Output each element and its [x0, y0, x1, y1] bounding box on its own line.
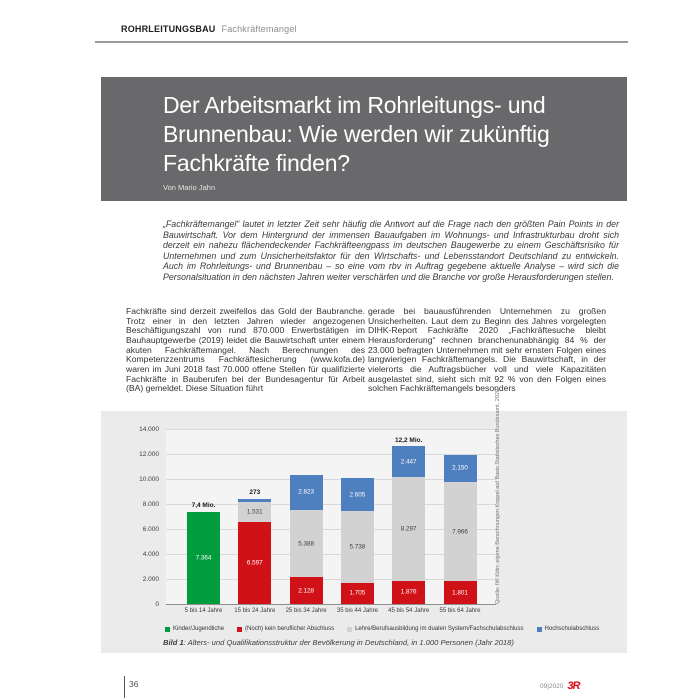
bar-segment-value: 5.738: [349, 543, 366, 551]
bar-top-label: 7,4 Mio.: [191, 502, 216, 510]
legend-label: Kinder/Jugendliche: [173, 626, 225, 632]
chart-gridline: [166, 479, 496, 480]
legend-label: (Noch) kein beruflicher Abschluss: [245, 626, 335, 632]
body-column-right: gerade bei bauausführenden Unternehmen z…: [368, 306, 606, 394]
chart-plot: [166, 429, 496, 604]
chart-y-tick-label: 4.000: [142, 550, 159, 558]
bar-segment-value: 7.364: [195, 554, 212, 562]
chart-x-tick-label: 35 bis 44 Jahre: [336, 608, 378, 614]
footer-page-number: 36: [129, 679, 139, 689]
chart-gridline: [166, 454, 496, 455]
chart-y-tick-label: 2.000: [142, 575, 159, 583]
legend-swatch: [347, 626, 353, 632]
bar-segment: 8.297: [392, 476, 426, 581]
bar-segment: 6.597: [238, 521, 272, 604]
legend-label: Lehre/Berufsausbildung im dualen System/…: [355, 626, 524, 632]
bar-segment-value: 1.531: [246, 508, 263, 516]
bar-segment-value: 1.705: [349, 589, 366, 597]
figure-panel: 0 2.000 4.000 6.000 8.000 10.000 12.000 14.000 7…: [101, 389, 627, 653]
chart-x-tick-label: 55 bis 64 Jahre: [439, 608, 481, 614]
title-block: Der Arbeitsmarkt im Rohrleitungs- und Br…: [101, 77, 627, 201]
bar-segment: 2.128: [289, 577, 323, 604]
chart-x-tick-label: 45 bis 54 Jahre: [388, 608, 430, 614]
chart-y-tick-label: 12.000: [139, 450, 159, 458]
footer-right: 09|2020 3R: [540, 680, 580, 692]
bar-segment: 2.150: [443, 455, 477, 482]
bar-top-label: 273: [249, 489, 261, 497]
page-header: ROHRLEITUNGSBAU Fachkräftemangel: [121, 24, 297, 34]
chart-y-tick-label: 6.000: [142, 525, 159, 533]
bar-segment: 2.447: [392, 446, 426, 477]
chart-gridline: [166, 554, 496, 555]
chart-y-tick-label: 10.000: [139, 475, 159, 483]
bar-segment: 7.966: [443, 481, 477, 582]
chart-gridline: [166, 504, 496, 505]
footer-rule: [124, 676, 125, 698]
bar-segment: 1.801: [443, 581, 477, 604]
bar-segment: 1.876: [392, 580, 426, 604]
figure-source: Quelle: IW Köln; eigene Berechnungen Kop…: [495, 389, 501, 604]
chart-x-tick-label: 5 bis 14 Jahre: [184, 608, 223, 614]
journal-logo: 3R: [567, 680, 580, 692]
figure-caption-text: : Alters- und Qualifikationsstruktur der…: [183, 638, 514, 647]
article-title: Der Arbeitsmarkt im Rohrleitungs- und Br…: [163, 92, 550, 176]
bar-segment-value: 1.801: [452, 589, 468, 597]
header-topic: Fachkräftemangel: [221, 24, 297, 34]
chart-x-tick-label: 15 bis 24 Jahre: [234, 608, 276, 614]
bar-segment-value: 2.605: [349, 491, 366, 499]
legend-swatch: [165, 626, 170, 632]
bar-segment-value: 5.388: [298, 540, 314, 548]
bar-segment: 5.388: [289, 510, 323, 578]
bar-segment-value: 2.823: [298, 488, 314, 496]
bar-segment-value: 1.876: [400, 588, 417, 596]
bar-segment: [238, 498, 272, 503]
bar-segment: 1.705: [340, 582, 374, 604]
bar-segment-value: 7.966: [452, 528, 468, 536]
bar-segment: 5.738: [340, 510, 374, 583]
body-column-left: Fachkräfte sind derzeit zweifellos das G…: [126, 306, 365, 394]
bar-top-label: 12,2 Mio.: [394, 436, 423, 444]
chart-gridline: [166, 529, 496, 530]
legend-swatch: [237, 626, 243, 632]
chart-y-tick-label: 0: [155, 600, 159, 608]
legend-item: (Noch) kein beruflicher Abschluss: [237, 626, 334, 632]
bar-segment: 1.531: [238, 502, 272, 522]
chart-legend: Kinder/Jugendliche (Noch) kein berufliche…: [165, 626, 599, 632]
chart-y-tick-label: 14.000: [139, 425, 159, 433]
chart-x-tick-label: 25 bis 34 Jahre: [285, 608, 327, 614]
chart-gridline: [166, 429, 496, 430]
bar-segment-value: 8.297: [400, 525, 417, 533]
intro-paragraph: „Fachkräftemangel“ lautet in letzter Zei…: [163, 219, 619, 282]
chart-gridline: [166, 579, 496, 580]
chart-x-axis: [166, 604, 496, 605]
legend-swatch: [536, 626, 542, 632]
legend-item: Kinder/Jugendliche: [165, 626, 224, 632]
legend-item: Hochschulabschluss: [536, 626, 600, 632]
bar-segment-value: 2.447: [400, 458, 417, 466]
article-byline: Von Mario Jahn: [163, 183, 216, 192]
bar-segment: 7.364: [187, 511, 220, 604]
bar-segment-value: 2.128: [298, 587, 314, 595]
chart-y-tick-label: 8.000: [142, 500, 159, 508]
header-rule: [95, 41, 628, 43]
header-section: ROHRLEITUNGSBAU: [121, 24, 216, 34]
bar-segment: 2.605: [340, 478, 374, 511]
legend-item: Lehre/Berufsausbildung im dualen System/…: [347, 626, 524, 632]
figure-caption-label: Bild 1: [163, 638, 184, 647]
bar-segment: 2.823: [289, 474, 323, 511]
bar-segment-value: 2.150: [452, 464, 468, 472]
footer-issue: 09|2020: [540, 682, 564, 690]
legend-label: Hochschulabschluss: [544, 626, 600, 632]
figure-caption: Bild 1: Alters- und Qualifikationsstrukt…: [163, 638, 514, 647]
bar-segment-value: 6.597: [246, 559, 263, 567]
